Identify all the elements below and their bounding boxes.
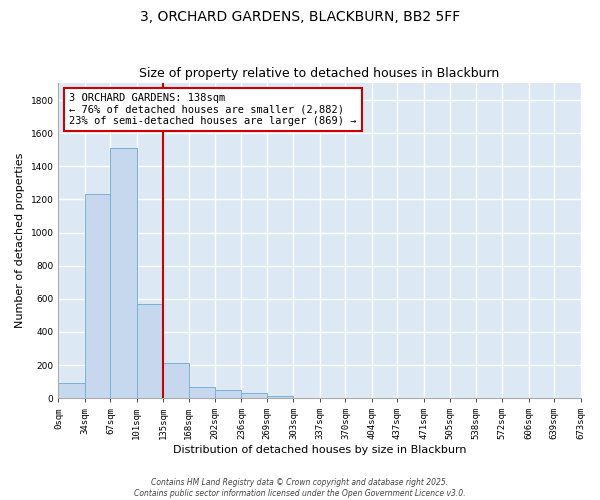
Title: Size of property relative to detached houses in Blackburn: Size of property relative to detached ho… bbox=[139, 66, 500, 80]
Bar bbox=[85, 194, 110, 398]
Bar bbox=[241, 393, 267, 398]
Bar bbox=[137, 304, 163, 398]
Bar bbox=[267, 396, 293, 398]
Bar bbox=[215, 390, 241, 398]
Y-axis label: Number of detached properties: Number of detached properties bbox=[15, 153, 25, 328]
Text: 3 ORCHARD GARDENS: 138sqm
← 76% of detached houses are smaller (2,882)
23% of se: 3 ORCHARD GARDENS: 138sqm ← 76% of detac… bbox=[69, 93, 356, 126]
Text: 3, ORCHARD GARDENS, BLACKBURN, BB2 5FF: 3, ORCHARD GARDENS, BLACKBURN, BB2 5FF bbox=[140, 10, 460, 24]
X-axis label: Distribution of detached houses by size in Blackburn: Distribution of detached houses by size … bbox=[173, 445, 466, 455]
Bar bbox=[110, 148, 137, 398]
Bar bbox=[58, 384, 85, 398]
Bar bbox=[189, 386, 215, 398]
Text: Contains HM Land Registry data © Crown copyright and database right 2025.
Contai: Contains HM Land Registry data © Crown c… bbox=[134, 478, 466, 498]
Bar bbox=[163, 364, 189, 398]
